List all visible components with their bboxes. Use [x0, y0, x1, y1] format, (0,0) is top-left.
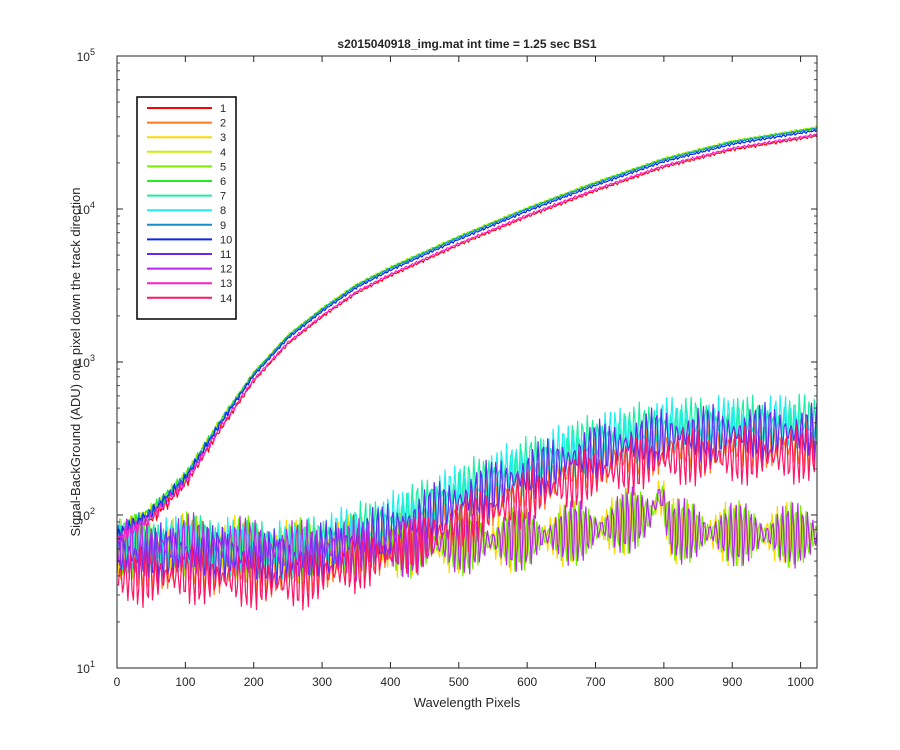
x-tick-label: 900 — [722, 675, 742, 689]
x-tick-label: 1000 — [787, 675, 814, 689]
y-tick-label: 101 — [77, 659, 95, 676]
chart-title: s2015040918_img.mat int time = 1.25 sec … — [337, 37, 596, 51]
legend-label-11: 11 — [220, 249, 231, 261]
y-tick-label: 104 — [77, 200, 95, 217]
legend-label-4: 4 — [220, 147, 226, 159]
x-tick-label: 100 — [175, 675, 195, 689]
x-tick-label: 0 — [114, 675, 121, 689]
x-tick-label: 700 — [586, 675, 606, 689]
x-tick-label: 600 — [517, 675, 537, 689]
series-line-10 — [116, 129, 818, 542]
legend-label-7: 7 — [220, 191, 226, 203]
series-line-9 — [116, 127, 818, 541]
series-line-14 — [117, 424, 818, 611]
legend-label-8: 8 — [220, 205, 226, 217]
legend-label-10: 10 — [220, 234, 232, 246]
y-axis-label: Signal-BackGround (ADU) one pixel down t… — [68, 187, 83, 536]
legend-box — [136, 96, 237, 320]
x-axis-label: Wavelength Pixels — [414, 695, 521, 710]
y-tick-label: 102 — [77, 506, 95, 523]
legend-label-2: 2 — [220, 118, 226, 130]
legend-label-3: 3 — [220, 132, 226, 144]
legend-label-6: 6 — [220, 176, 226, 188]
x-tick-label: 500 — [449, 675, 469, 689]
legend-label-12: 12 — [220, 264, 232, 276]
y-tick-label: 103 — [77, 353, 95, 370]
x-tick-label: 800 — [654, 675, 674, 689]
series-line-13 — [116, 133, 818, 549]
legend-label-5: 5 — [220, 161, 226, 173]
tick-layer: 0 100 200 300 400 500 600 700 800 900 100010110210… — [77, 47, 817, 689]
x-tick-label: 300 — [312, 675, 332, 689]
legend-label-14: 14 — [220, 293, 232, 305]
y-tick-label: 105 — [77, 47, 95, 64]
legend-label-1: 1 — [220, 103, 226, 115]
legend-label-13: 13 — [220, 278, 232, 290]
legend-label-9: 9 — [220, 220, 226, 232]
series-layer — [116, 125, 818, 611]
x-tick-label: 400 — [380, 675, 400, 689]
x-tick-label: 200 — [244, 675, 264, 689]
series-line-8 — [116, 394, 818, 580]
